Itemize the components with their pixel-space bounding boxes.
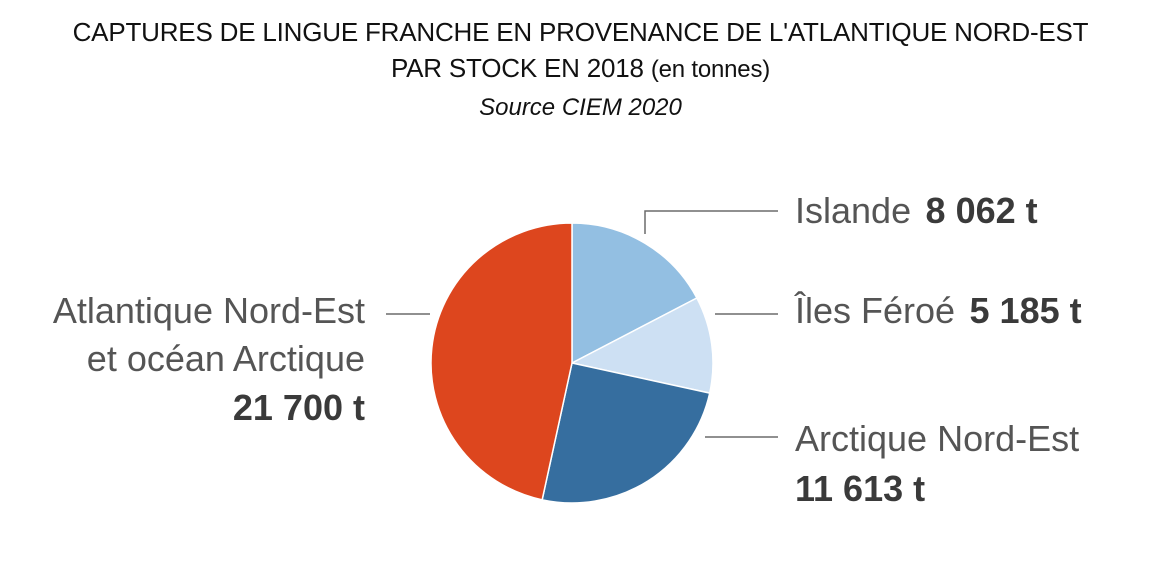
- pie-slice-iles-feroe: [569, 296, 714, 395]
- chart-title-line1: CAPTURES DE LINGUE FRANCHE EN PROVENANCE…: [72, 17, 1089, 47]
- pie-slice-arctique-nord-est: [541, 362, 711, 504]
- chart-title: CAPTURES DE LINGUE FRANCHE EN PROVENANCE…: [0, 14, 1161, 50]
- label-iles-feroe: Îles Féroé 5 185 t: [794, 290, 1082, 331]
- label-arctique-nord-est-name: Arctique Nord-Est: [795, 418, 1079, 459]
- chart-source: Source CIEM 2020: [479, 94, 682, 121]
- label-atlantique-line2: et océan Arctique: [87, 338, 365, 379]
- chart-unit: (en tonnes): [650, 56, 771, 83]
- label-atlantique-line1: Atlantique Nord-Est: [53, 290, 365, 331]
- pie-slice-atlantique-nord-est: [430, 222, 573, 501]
- label-islande-value: 8 062 t: [926, 190, 1038, 231]
- pie-slices: [430, 222, 714, 504]
- chart-title-second-line: PAR STOCK EN 2018 (en tonnes): [0, 50, 1161, 88]
- chart-title-line2: PAR STOCK EN 2018: [390, 53, 644, 83]
- chart-header: CAPTURES DE LINGUE FRANCHE EN PROVENANCE…: [0, 14, 1161, 126]
- label-arctique-nord-est-value: 11 613 t: [795, 468, 925, 509]
- label-islande-name: Islande: [795, 190, 911, 231]
- leader-line-islande: [644, 210, 778, 234]
- label-atlantique-value: 21 700 t: [233, 387, 365, 428]
- label-islande: Islande 8 062 t: [795, 190, 1038, 231]
- label-iles-feroe-value: 5 185 t: [970, 290, 1082, 331]
- label-iles-feroe-name: Îles Féroé: [794, 290, 955, 331]
- slice-labels: Islande 8 062 t Îles Féroé 5 185 t Arcti…: [53, 190, 1082, 509]
- leader-lines: [386, 210, 778, 438]
- pie-slice-islande: [571, 222, 698, 365]
